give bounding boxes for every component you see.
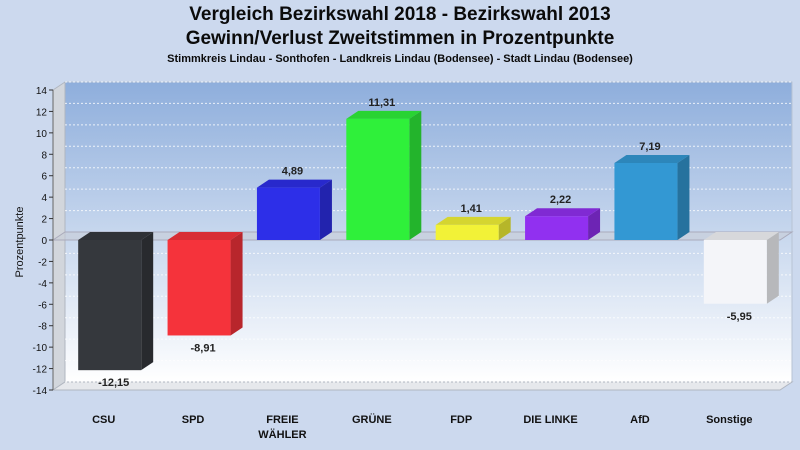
bar-side (230, 232, 243, 336)
x-tick-label: GRÜNE (352, 413, 392, 426)
bar-side (409, 110, 422, 240)
bar (525, 208, 601, 240)
bar-top (346, 110, 422, 119)
y-tick-label: -8 (38, 322, 47, 333)
bar-top (703, 232, 779, 240)
chart-subtitle: Gewinn/Verlust Zweitstimmen in Prozentpu… (185, 28, 615, 49)
y-axis-label: Prozentpunkte (14, 207, 26, 278)
y-tick-label: -10 (33, 343, 48, 354)
y-tick-label: -12 (33, 365, 48, 376)
y-axis: 14 12 10 8 6 4 2 0 -2 -4 -6 -8 -10 -12 -14 (33, 86, 54, 397)
y-tick-label: 4 (41, 193, 47, 204)
bar-top (525, 208, 601, 217)
value-label: 11,31 (368, 97, 395, 109)
value-label: -12,15 (98, 377, 129, 389)
y-tick-label: 10 (36, 129, 48, 140)
bar (167, 232, 243, 336)
bar-front (703, 240, 767, 304)
value-label: 2,22 (550, 194, 571, 206)
chart-title: Vergleich Bezirkswahl 2018 - Bezirkswahl… (189, 4, 611, 25)
bar-front (346, 118, 410, 240)
x-tick-label: AfD (630, 414, 650, 426)
value-label: 1,41 (460, 203, 481, 215)
bar-side (141, 232, 154, 371)
y-tick-label: -6 (38, 300, 47, 311)
bar-front (614, 162, 678, 240)
bar-top (78, 232, 154, 240)
bar-front (167, 240, 231, 336)
bar-front (256, 187, 320, 240)
y-tick-label: 0 (41, 236, 47, 247)
bar-side (588, 208, 601, 240)
bar (78, 232, 154, 371)
y-tick-label: -4 (38, 279, 47, 290)
y-tick-label: -14 (33, 386, 48, 397)
value-label: 7,19 (639, 141, 660, 153)
bar-side (319, 179, 332, 240)
plot-floor (51, 381, 794, 391)
bar (435, 216, 511, 240)
bar-side (677, 154, 690, 240)
y-tick-label: -2 (38, 257, 47, 268)
x-tick-label: FDP (450, 414, 472, 426)
bar-side (498, 216, 511, 240)
bar (256, 179, 332, 240)
value-label: -5,95 (727, 311, 752, 323)
value-label: -8,91 (191, 342, 216, 354)
bars (78, 110, 779, 371)
y-tick-label: 2 (41, 215, 47, 226)
x-axis: CSU SPD FREIE WÄHLER GRÜNE FDP DIE LINKE AfD Son… (92, 413, 752, 441)
x-tick-label: SPD (182, 414, 205, 426)
value-label: 4,89 (282, 166, 303, 178)
bar-front (525, 216, 589, 240)
bar-top (435, 216, 511, 225)
x-tick-label: DIE LINKE (523, 414, 577, 426)
bar-front (78, 240, 142, 371)
bar-top (614, 154, 690, 163)
bar (703, 232, 779, 304)
bar-top (256, 179, 332, 188)
y-tick-label: 6 (41, 172, 47, 183)
bar-front (435, 224, 499, 240)
value-labels: -12,15 -8,91 4,89 11,31 1,41 2,22 7,19 -5,95 (98, 97, 752, 389)
y-tick-label: 14 (36, 86, 48, 97)
y-tick-label: 8 (41, 150, 47, 161)
chart-region: Stimmkreis Lindau - Sonthofen - Landkrei… (167, 53, 633, 65)
bar-top (167, 232, 243, 240)
x-tick-label: Sonstige (706, 414, 752, 426)
x-tick-label: FREIE (266, 414, 298, 426)
bar (346, 110, 422, 240)
x-tick-label: CSU (92, 414, 115, 426)
bar (614, 154, 690, 240)
y-tick-label: 12 (36, 107, 48, 118)
x-tick-label-line2: WÄHLER (258, 428, 306, 441)
bar-side (766, 232, 779, 304)
